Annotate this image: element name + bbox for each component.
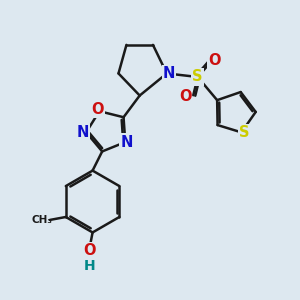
Text: O: O [179,89,191,104]
Text: S: S [239,125,250,140]
Text: CH₃: CH₃ [32,215,53,225]
Text: N: N [76,125,89,140]
Text: O: O [83,243,95,258]
Text: N: N [163,66,175,81]
Text: S: S [193,70,203,85]
Text: O: O [92,102,104,117]
Text: O: O [208,53,221,68]
Text: N: N [121,135,133,150]
Text: H: H [84,259,96,273]
